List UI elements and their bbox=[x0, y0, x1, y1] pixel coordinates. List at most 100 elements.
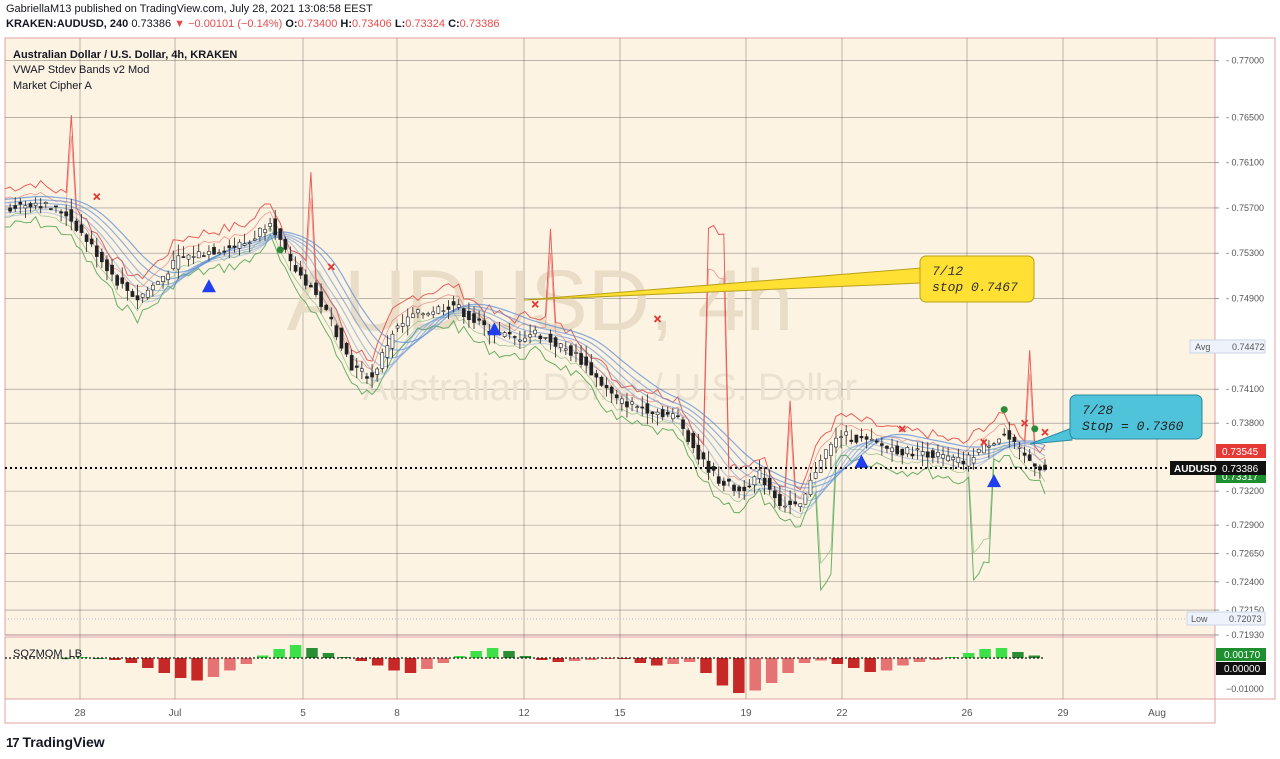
candle-up bbox=[818, 459, 823, 473]
momentum-bar bbox=[224, 658, 236, 671]
y-tick-label: - 0.73800 bbox=[1226, 418, 1264, 428]
candle-up bbox=[563, 348, 568, 351]
oscillator-pane[interactable] bbox=[4, 636, 1216, 700]
momentum-bar bbox=[946, 657, 958, 658]
candle-up bbox=[671, 413, 675, 420]
candle-down bbox=[640, 406, 645, 409]
candle-down bbox=[553, 337, 558, 347]
candle-down bbox=[105, 259, 109, 272]
candle-up bbox=[630, 401, 634, 405]
candle-down bbox=[354, 365, 359, 368]
candle-up bbox=[558, 343, 563, 348]
candle-down bbox=[319, 291, 323, 307]
candle-down bbox=[864, 436, 869, 440]
x-tick-label: 19 bbox=[740, 708, 752, 719]
candle-down bbox=[961, 460, 966, 465]
candle-down bbox=[38, 206, 43, 209]
momentum-bar bbox=[486, 648, 499, 658]
candle-down bbox=[706, 460, 711, 473]
candle-up bbox=[941, 454, 945, 459]
candle-up bbox=[976, 448, 981, 453]
candle-down bbox=[604, 385, 609, 389]
candle-up bbox=[956, 457, 961, 464]
momentum-bar bbox=[765, 658, 778, 683]
candle-down bbox=[696, 444, 701, 460]
candle-up bbox=[186, 254, 191, 260]
candle-up bbox=[987, 445, 991, 448]
y-tick-label: - 0.72900 bbox=[1226, 520, 1264, 530]
callout-yellow[interactable]: 7/12 stop 0.7467 bbox=[523, 255, 1035, 303]
momentum-bar bbox=[979, 649, 991, 658]
momentum-bar bbox=[355, 658, 367, 661]
candle-up bbox=[23, 205, 28, 209]
chart-svg[interactable]: AUDUSD, 4h Australian Dollar / U.S. Doll… bbox=[0, 0, 1280, 730]
sell-x-icon bbox=[93, 192, 101, 201]
candle-down bbox=[900, 448, 905, 456]
momentum-bar bbox=[782, 658, 794, 673]
oscillator-axis-labels: 0.00170 0.00000 −0.01000 bbox=[1216, 648, 1266, 694]
price-axis[interactable] bbox=[1214, 37, 1276, 700]
candle-down bbox=[314, 282, 318, 295]
close-value: 0.73386 bbox=[459, 18, 500, 30]
tradingview-logo[interactable]: 17 TradingView bbox=[6, 734, 105, 750]
candle-down bbox=[1012, 436, 1017, 442]
momentum-bar bbox=[634, 658, 647, 663]
candle-up bbox=[798, 503, 803, 507]
publisher-line: GabriellaM13 published on TradingView.co… bbox=[6, 3, 373, 15]
candle-down bbox=[569, 345, 573, 356]
momentum-bar bbox=[306, 648, 318, 658]
momentum-bar bbox=[158, 658, 170, 673]
candle-down bbox=[115, 275, 119, 286]
candle-down bbox=[288, 253, 293, 262]
callout-blue[interactable]: 7/28 Stop = 0.7360 bbox=[1029, 394, 1203, 445]
candle-up bbox=[416, 309, 420, 314]
candle-down bbox=[324, 304, 329, 310]
sell-x-icon bbox=[1020, 419, 1029, 427]
symbol-label: KRAKEN:AUDUSD, 240 bbox=[6, 18, 129, 30]
momentum-bar bbox=[733, 658, 745, 693]
candle-up bbox=[268, 223, 272, 227]
ohlc-line: KRAKEN:AUDUSD, 240 0.73386 ▼ −0.00101 (−… bbox=[6, 18, 499, 30]
candle-up bbox=[905, 447, 910, 455]
candle-up bbox=[385, 345, 390, 358]
chart-legend: Australian Dollar / U.S. Dollar, 4h, KRA… bbox=[13, 49, 237, 92]
main-pane[interactable] bbox=[4, 37, 1216, 636]
momentum-bar bbox=[962, 653, 975, 658]
x-tick-label: 12 bbox=[518, 708, 530, 719]
candle-down bbox=[625, 401, 629, 408]
candle-down bbox=[59, 211, 63, 214]
candle-up bbox=[43, 202, 48, 204]
candle-down bbox=[232, 245, 237, 248]
candle-up bbox=[395, 325, 400, 329]
candle-up bbox=[441, 310, 446, 313]
candle-up bbox=[574, 352, 578, 354]
legend-indicator-cipher: Market Cipher A bbox=[13, 80, 93, 92]
candle-up bbox=[966, 454, 971, 467]
signal-dot-icon bbox=[1031, 425, 1039, 433]
momentum-bar bbox=[174, 658, 187, 678]
candle-down bbox=[18, 202, 23, 205]
momentum-bar bbox=[1012, 652, 1024, 658]
candle-down bbox=[854, 434, 859, 443]
ribbon-line bbox=[4, 211, 1046, 515]
upper-band bbox=[4, 115, 1046, 491]
candle-up bbox=[421, 313, 425, 316]
time-axis[interactable] bbox=[4, 698, 1216, 724]
candle-down bbox=[222, 250, 227, 253]
candle-up bbox=[33, 202, 38, 206]
x-tick-label: 26 bbox=[961, 708, 973, 719]
y-tick-label: - 0.72650 bbox=[1226, 548, 1264, 558]
candle-down bbox=[931, 450, 935, 458]
candle-down bbox=[676, 415, 680, 417]
candle-up bbox=[196, 251, 201, 259]
candle-up bbox=[375, 368, 379, 375]
momentum-bar bbox=[913, 658, 926, 662]
low-tag-label: Low bbox=[1191, 614, 1208, 624]
y-tick-label: - 0.74100 bbox=[1226, 384, 1264, 394]
candle-up bbox=[436, 306, 441, 314]
candle-down bbox=[788, 500, 792, 505]
momentum-bar bbox=[651, 658, 663, 666]
oscillator-name: SQZMOM_LB bbox=[13, 648, 82, 660]
candle-up bbox=[808, 479, 813, 495]
candle-down bbox=[69, 209, 74, 222]
